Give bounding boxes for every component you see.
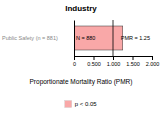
x-tick: 1.500	[126, 56, 140, 67]
legend-label: p < 0.05	[75, 101, 98, 107]
x-tick-label: 1.000	[107, 61, 121, 67]
x-tick-mark	[133, 56, 134, 60]
chart: Industry 0 0.500 1.000 1.500 2.000 Public Safe…	[0, 0, 162, 135]
x-tick-mark	[152, 56, 153, 60]
x-tick: 1.000	[107, 56, 121, 67]
y-label: Public Safety (n = 881)	[2, 35, 58, 41]
plot-area	[74, 20, 123, 56]
reference-line	[113, 20, 114, 56]
data-label: PMR = 1.25	[121, 35, 150, 41]
x-tick: 0.500	[87, 56, 101, 67]
bar	[74, 26, 123, 50]
legend: p < 0.05	[65, 101, 98, 108]
x-axis-line	[75, 57, 153, 61]
annotation: N = 880	[76, 35, 95, 41]
x-tick-mark	[74, 56, 75, 60]
legend-swatch	[65, 101, 72, 108]
y-axis-line	[74, 21, 75, 57]
x-tick-mark	[113, 56, 114, 60]
legend-item: p < 0.05	[65, 101, 98, 108]
x-axis: 0 0.500 1.000 1.500 2.000	[73, 56, 159, 67]
x-tick-mark	[94, 56, 95, 60]
x-tick-label: 0.500	[87, 61, 101, 67]
x-tick: 0	[73, 56, 76, 67]
x-tick-label: 2.000	[146, 61, 160, 67]
x-tick-label: 1.500	[126, 61, 140, 67]
x-tick-label: 0	[73, 61, 76, 67]
y-axis	[74, 21, 75, 57]
x-label: Proportionate Mortality Ratio (PMR)	[30, 78, 133, 86]
title: Industry	[65, 4, 97, 13]
x-tick: 2.000	[146, 56, 160, 67]
